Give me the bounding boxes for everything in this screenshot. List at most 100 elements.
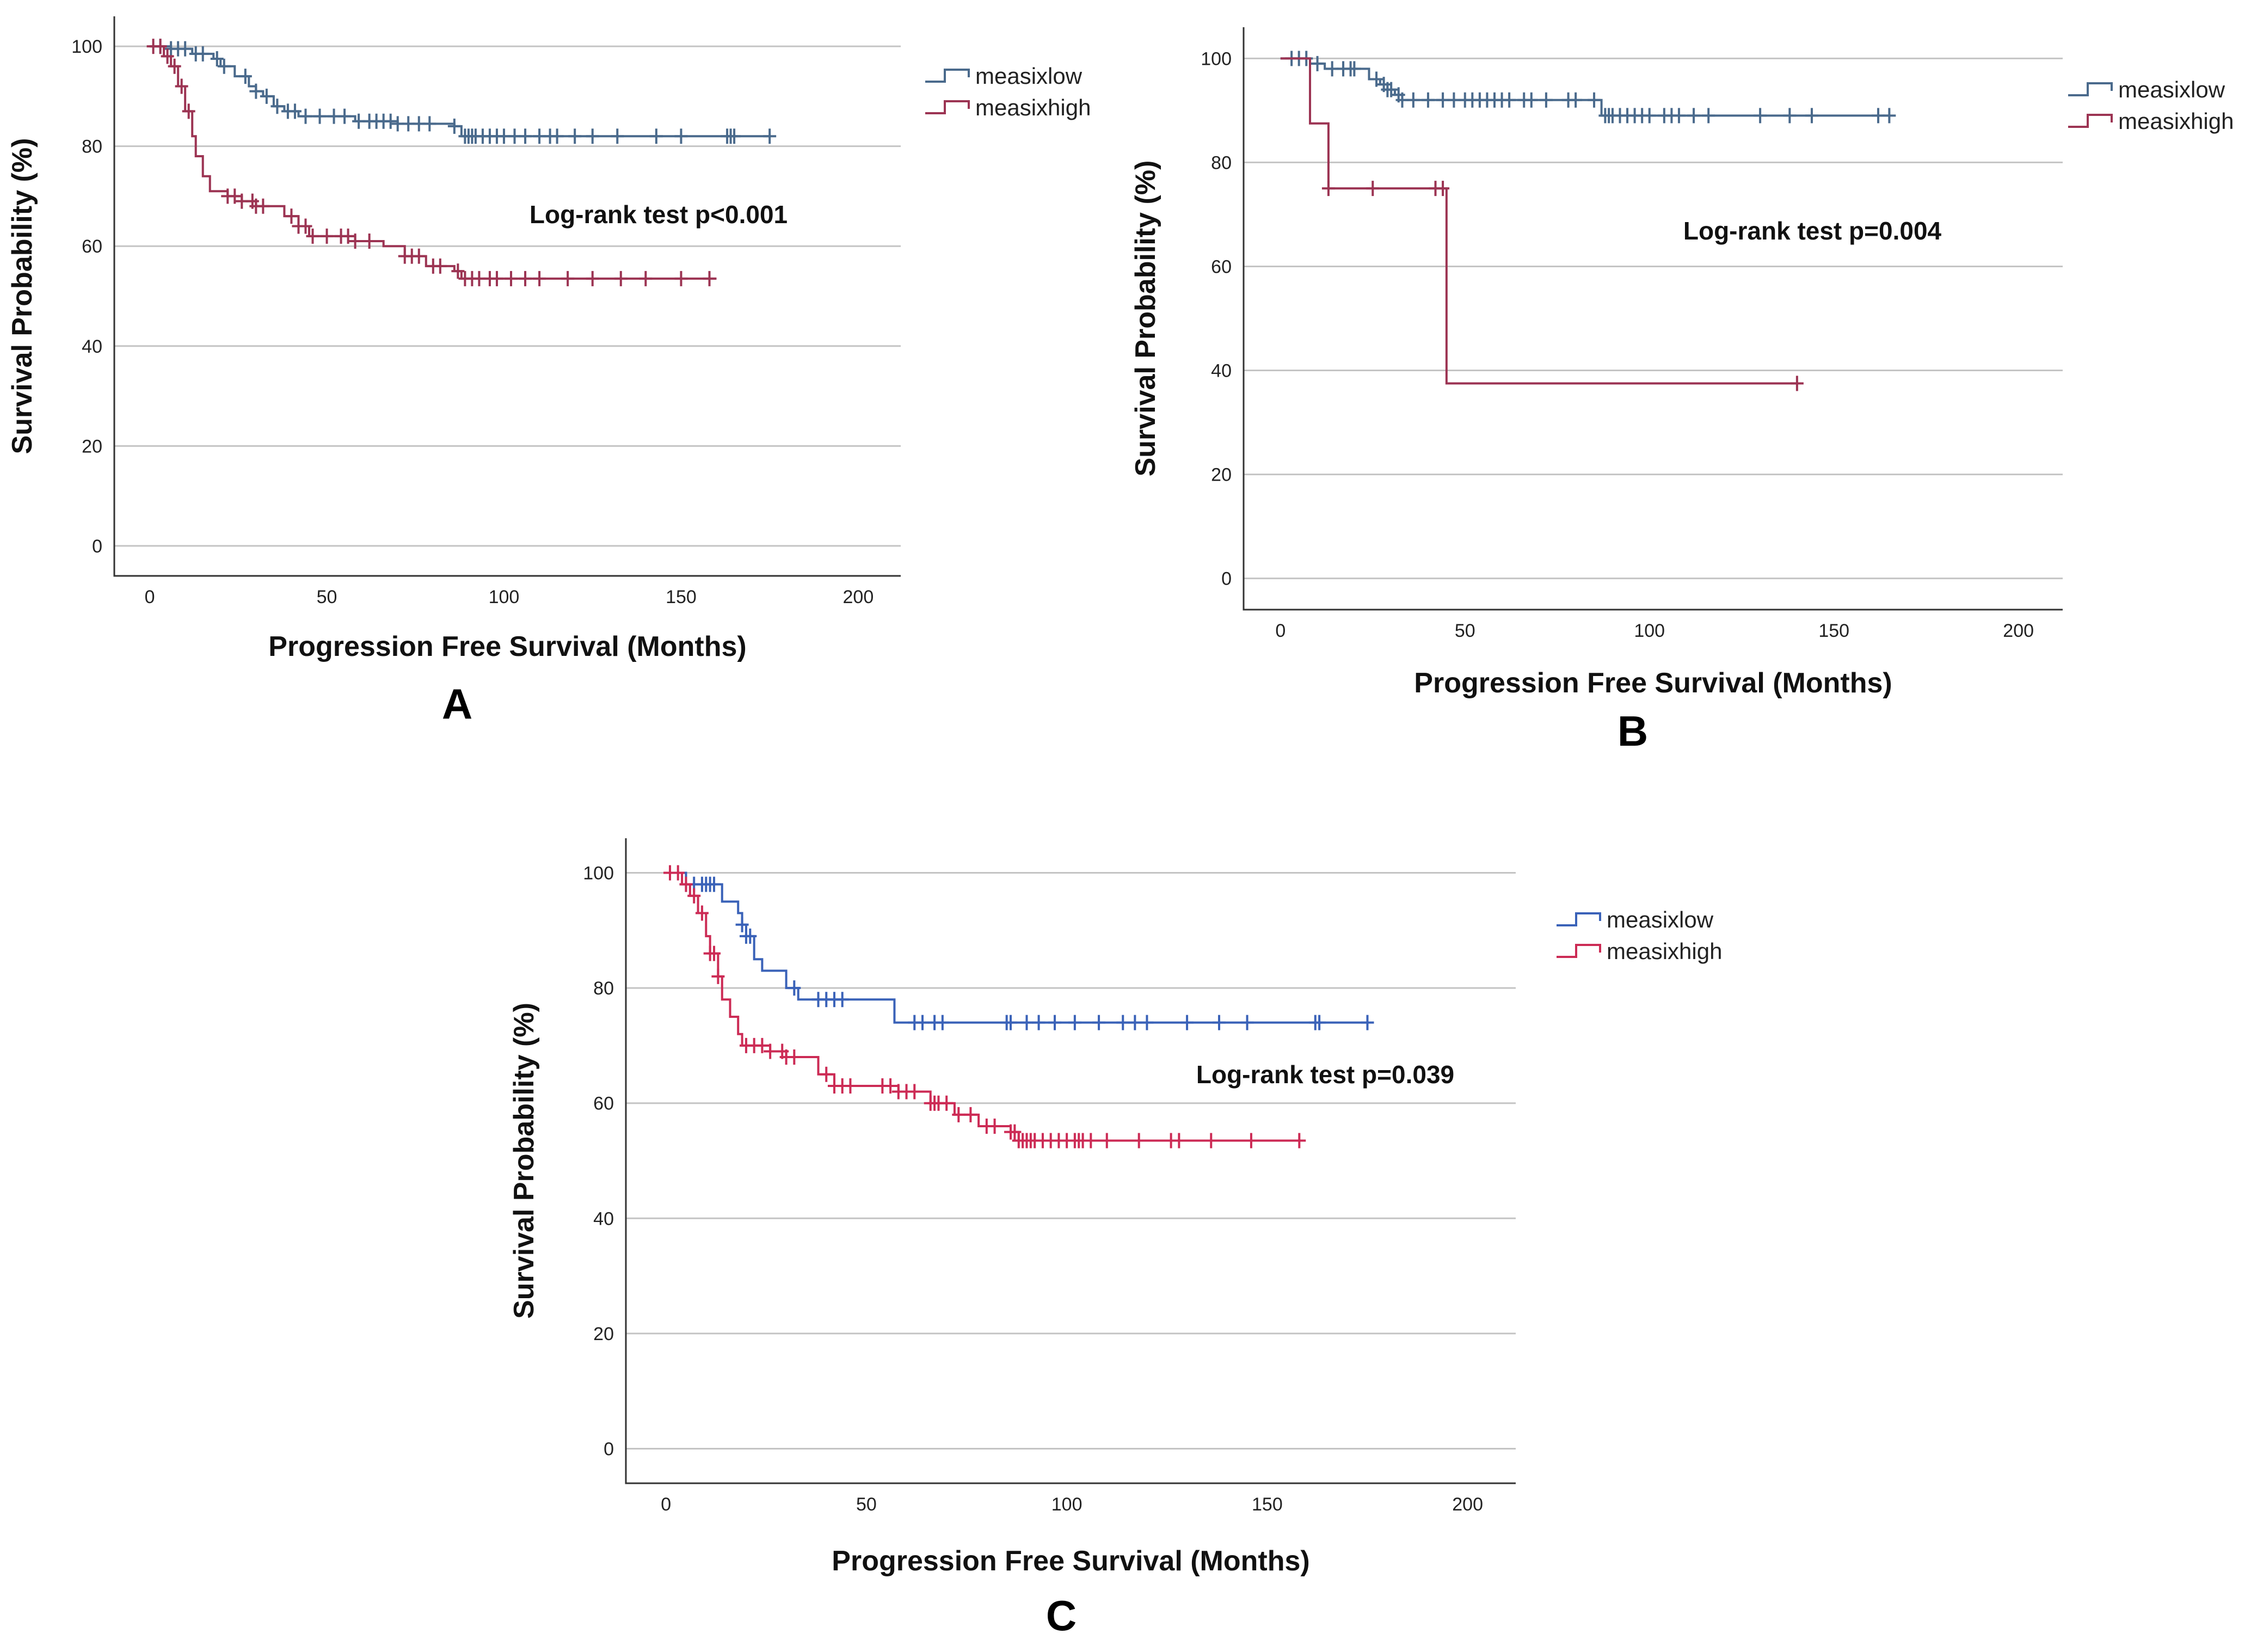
x-tick-label: 200 <box>1452 1494 1483 1515</box>
censor-mark <box>1539 92 1553 108</box>
y-tick-label: 60 <box>1211 256 1232 277</box>
axis-frame <box>1243 27 2063 611</box>
censor-mark <box>936 1015 949 1030</box>
y-tick-label: 80 <box>1211 152 1232 173</box>
censor-mark <box>228 188 242 204</box>
censor-mark <box>1702 108 1715 124</box>
censor-mark <box>1311 56 1324 71</box>
series-measixlow: measixlow <box>1280 51 2225 124</box>
censor-mark <box>341 228 355 244</box>
censor-mark <box>299 218 312 234</box>
censor-mark <box>755 1037 769 1053</box>
censor-mark <box>1293 1133 1306 1149</box>
censor-mark <box>238 69 252 84</box>
censor-mark <box>519 271 532 286</box>
y-tick-label: 100 <box>1201 48 1232 69</box>
km-step-line <box>150 45 717 280</box>
censor-mark <box>735 917 749 932</box>
censor-mark <box>288 103 302 119</box>
censor-mark <box>1180 1015 1194 1030</box>
censor-mark <box>1672 108 1686 124</box>
censor-mark <box>1385 82 1398 97</box>
censor-mark <box>447 118 461 134</box>
censor-mark <box>614 271 628 286</box>
censor-mark <box>916 1015 929 1030</box>
censor-mark <box>168 58 181 74</box>
y-axis-title: Survival Probability (%) <box>1130 161 1161 477</box>
censor-mark <box>348 234 362 249</box>
censor-mark <box>1524 92 1538 108</box>
y-axis-title: Survival Probability (%) <box>7 138 38 455</box>
censor-mark <box>505 271 518 286</box>
censor-mark <box>1204 1133 1218 1149</box>
censor-mark <box>451 263 465 279</box>
censor-mark <box>1436 92 1450 108</box>
y-tick-label: 20 <box>593 1324 614 1344</box>
censor-mark <box>1004 1015 1018 1030</box>
km-step-line <box>1280 57 1890 117</box>
censor-mark <box>764 1043 777 1059</box>
y-tick-label: 40 <box>82 336 102 357</box>
censor-mark <box>671 865 685 881</box>
censor-mark <box>611 128 624 144</box>
censor-mark <box>256 198 270 214</box>
censor-mark <box>1754 108 1767 124</box>
censor-mark <box>519 128 532 144</box>
y-tick-label: 0 <box>92 536 102 557</box>
censor-mark <box>788 980 801 996</box>
y-tick-label: 80 <box>82 137 102 157</box>
y-tick-label: 0 <box>604 1439 614 1460</box>
series-measixhigh: measixhigh <box>146 39 1091 286</box>
censor-mark <box>1395 92 1409 108</box>
censor-mark <box>161 48 174 64</box>
log-rank-annotation: Log-rank test p<0.001 <box>530 200 788 229</box>
censor-mark <box>1008 1124 1022 1140</box>
log-rank-annotation: Log-rank test p=0.039 <box>1196 1060 1454 1089</box>
legend-swatch <box>1557 912 1601 926</box>
censor-mark <box>1805 108 1819 124</box>
x-tick-label: 150 <box>1818 621 1849 641</box>
censor-mark <box>988 1119 1001 1134</box>
censor-mark <box>728 128 741 144</box>
censor-mark <box>908 1084 921 1100</box>
censor-mark <box>1213 1015 1226 1030</box>
censor-mark <box>1370 71 1383 87</box>
censor-mark <box>708 876 721 892</box>
censor-mark <box>835 992 849 1008</box>
panel-b: 0 20 40 60 80 100 0 50 100 150 200 Progression Free… <box>1130 27 2234 755</box>
censor-mark <box>1244 1133 1258 1149</box>
panel-label: A <box>442 680 472 728</box>
panel-a: 0 20 40 60 80 100 0 50 100 150 200 Progression Free… <box>7 16 1091 728</box>
y-tick-label: 20 <box>82 436 102 457</box>
censor-mark <box>175 78 188 94</box>
x-tick-label: 0 <box>145 587 155 607</box>
censor-mark <box>338 108 352 124</box>
censor-mark <box>1872 108 1885 124</box>
censor-mark <box>695 905 709 921</box>
censor-mark <box>940 1095 954 1111</box>
censor-mark <box>490 271 503 286</box>
km-step-line <box>666 871 1300 1142</box>
censor-mark <box>1100 1133 1114 1149</box>
censor-mark <box>249 83 263 99</box>
censor-mark <box>1503 92 1516 108</box>
censor-mark <box>1361 1015 1374 1030</box>
censor-mark <box>550 128 564 144</box>
censor-mark <box>649 128 663 144</box>
legend-label: measixlow <box>1607 907 1714 932</box>
censor-mark <box>1366 181 1380 196</box>
censor-mark <box>674 271 688 286</box>
censor-mark <box>1348 61 1361 77</box>
legend-label: measixlow <box>2118 77 2225 102</box>
censor-mark <box>533 271 546 286</box>
censor-mark <box>561 271 575 286</box>
censor-mark <box>763 128 777 144</box>
censor-mark <box>568 128 582 144</box>
y-tick-label: 100 <box>71 36 102 57</box>
legend-swatch <box>925 100 970 114</box>
legend-swatch <box>2068 82 2113 96</box>
censor-mark <box>586 271 599 286</box>
censor-mark <box>674 128 688 144</box>
x-tick-label: 50 <box>317 587 337 607</box>
series-measixhigh: measixhigh <box>1280 57 2234 391</box>
